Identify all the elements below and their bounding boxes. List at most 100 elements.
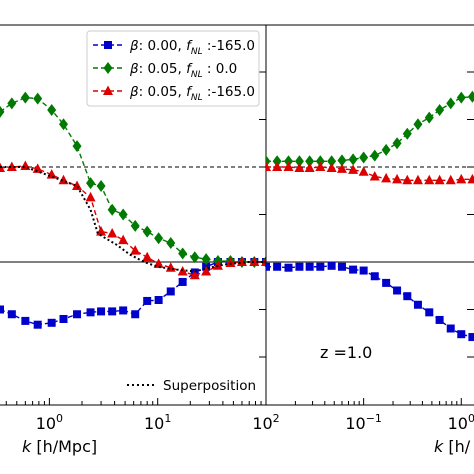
diamond-marker: [142, 225, 152, 238]
square-marker: [305, 262, 314, 271]
x-tick-label: 102: [252, 412, 279, 433]
triangle-marker: [96, 226, 107, 236]
diamond-marker: [154, 232, 164, 245]
superposition-legend: Superposition: [127, 378, 256, 394]
series-line: [0, 166, 266, 273]
diamond-marker: [96, 180, 106, 192]
square-marker: [327, 261, 336, 270]
diamond-marker: [33, 92, 43, 105]
square-marker: [425, 308, 434, 317]
square-marker: [403, 292, 412, 301]
triangle-marker: [58, 174, 69, 185]
triangle-marker: [20, 160, 31, 171]
legend-marker: [103, 85, 113, 95]
square-marker: [457, 330, 466, 339]
diamond-marker: [348, 153, 358, 166]
right-panel: 10−1 100: [265, 24, 474, 433]
legend-label: β: 0.05, fNL : 0.0: [129, 61, 237, 80]
redshift-annotation: z =1.0: [320, 343, 372, 362]
diamond-marker: [107, 203, 117, 216]
x-tick-label: 100: [448, 412, 474, 433]
diamond-marker: [58, 118, 68, 131]
triangle-marker: [424, 174, 435, 185]
square-marker: [119, 306, 128, 315]
triangle-marker: [392, 173, 403, 184]
triangle-marker: [358, 166, 369, 176]
square-marker: [359, 266, 368, 275]
square-marker: [143, 296, 152, 305]
square-marker: [0, 305, 4, 314]
legend-label: β: 0.00, fNL :-165.0: [129, 38, 255, 57]
triangle-marker: [381, 172, 392, 183]
square-marker: [73, 310, 82, 319]
square-marker: [413, 300, 422, 309]
square-marker: [108, 307, 117, 316]
triangle-marker: [72, 180, 83, 190]
diamond-marker: [190, 251, 200, 264]
square-marker: [446, 324, 455, 333]
triangle-marker: [225, 257, 236, 267]
square-marker: [370, 272, 379, 281]
triangle-marker: [467, 173, 474, 184]
triangle-marker: [272, 161, 283, 171]
y-ticks: [259, 71, 474, 358]
square-marker: [59, 315, 68, 323]
triangle-marker: [201, 266, 212, 276]
diamond-marker: [294, 155, 304, 168]
diamond-marker: [424, 111, 434, 124]
triangle-marker: [445, 174, 456, 185]
left-xlabel: k [h/Mpc]: [22, 437, 97, 456]
legend-box: [86, 30, 260, 107]
square-marker: [393, 286, 402, 295]
square-marker: [154, 296, 163, 304]
diamond-marker: [413, 118, 423, 131]
square-marker: [7, 310, 16, 319]
diamond-marker: [402, 127, 412, 140]
triangle-marker: [336, 163, 347, 173]
right-xlabel: k [h/: [434, 437, 471, 456]
diamond-marker: [166, 237, 176, 249]
diamond-marker: [359, 151, 369, 164]
superposition-legend-label: Superposition: [163, 378, 256, 394]
triangle-marker: [434, 174, 445, 185]
triangle-marker: [249, 256, 260, 266]
square-marker: [435, 315, 444, 324]
triangle-marker: [130, 245, 141, 255]
diamond-marker: [446, 97, 456, 110]
triangle-marker: [266, 161, 271, 171]
square-marker: [468, 333, 474, 342]
series-line: [266, 96, 473, 163]
triangle-marker: [85, 191, 96, 202]
diamond-marker: [72, 140, 82, 153]
x-tick-label: 101: [144, 412, 171, 433]
square-marker: [273, 262, 282, 271]
diamond-marker: [435, 104, 445, 116]
diamond-marker: [7, 97, 17, 110]
square-marker: [349, 265, 358, 274]
triangle-marker: [369, 171, 380, 181]
legend-marker: [103, 62, 113, 74]
x-tick-label: 10−1: [345, 412, 382, 433]
diamond-marker: [0, 105, 5, 118]
square-marker: [131, 310, 140, 319]
legend-label: β: 0.05, fNL :-165.0: [129, 84, 255, 103]
diamond-marker: [456, 91, 466, 104]
triangle-marker: [283, 161, 294, 171]
square-marker: [337, 262, 346, 271]
diamond-marker: [305, 155, 315, 168]
diamond-marker: [392, 137, 402, 150]
triangle-marker: [304, 162, 315, 172]
triangle-marker: [402, 174, 413, 185]
left-xlabel-k: k: [22, 437, 32, 456]
square-marker: [21, 316, 30, 325]
diamond-marker: [272, 155, 282, 168]
square-marker: [47, 318, 56, 327]
square-marker: [295, 262, 304, 271]
left-panel: 100 101 102: [0, 24, 280, 433]
diamond-marker: [86, 177, 96, 190]
left-xlabel-rest: [h/Mpc]: [31, 437, 97, 456]
square-marker: [382, 278, 391, 287]
square-marker: [33, 320, 42, 329]
triangle-marker: [261, 256, 266, 266]
